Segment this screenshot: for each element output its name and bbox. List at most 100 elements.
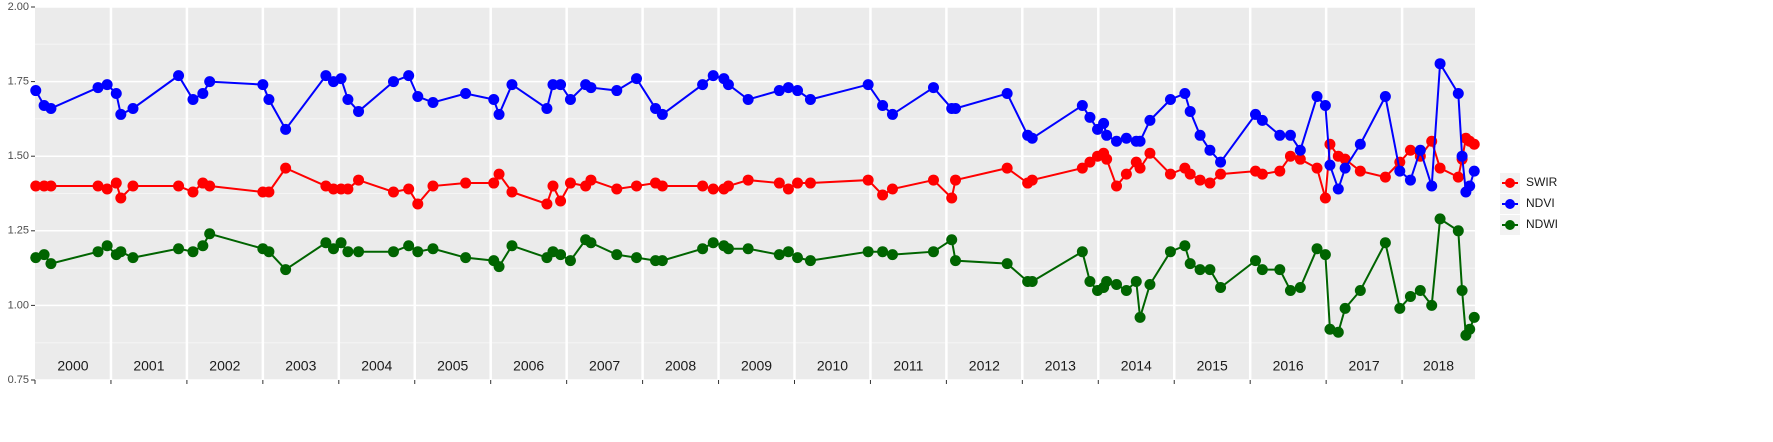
y-tick-label: 1.00 [8, 299, 29, 311]
data-point [1319, 249, 1331, 261]
data-point [1111, 135, 1123, 147]
data-point [1339, 162, 1351, 174]
data-point [804, 177, 816, 189]
data-point [1319, 99, 1331, 111]
data-point [1456, 284, 1468, 296]
data-point [927, 246, 939, 258]
data-point [427, 96, 439, 108]
data-point [1452, 171, 1464, 183]
data-point [611, 183, 623, 195]
data-point [412, 246, 424, 258]
data-point [792, 85, 804, 97]
data-point [493, 108, 505, 120]
data-point [1354, 138, 1366, 150]
data-point [45, 102, 57, 114]
data-point [877, 99, 889, 111]
year-label: 2007 [589, 358, 620, 374]
data-point [555, 79, 567, 91]
data-point [631, 180, 643, 192]
data-point [631, 252, 643, 264]
data-point [1144, 147, 1156, 159]
data-point [127, 102, 139, 114]
data-point [1354, 284, 1366, 296]
data-point [1001, 258, 1013, 270]
data-point [1274, 165, 1286, 177]
year-label: 2005 [437, 358, 468, 374]
data-point [387, 76, 399, 88]
data-point [541, 102, 553, 114]
data-point [1354, 165, 1366, 177]
data-point [127, 180, 139, 192]
data-point [1394, 165, 1406, 177]
data-point [564, 94, 576, 106]
data-point [353, 174, 365, 186]
data-point [1076, 162, 1088, 174]
data-point [263, 186, 275, 198]
data-point [1456, 150, 1468, 162]
data-point [707, 70, 719, 82]
data-point [722, 79, 734, 91]
data-point [782, 183, 794, 195]
data-point [1468, 138, 1480, 150]
data-point [204, 180, 216, 192]
year-label: 2017 [1349, 358, 1380, 374]
data-point [862, 246, 874, 258]
data-point [342, 94, 354, 106]
data-point [45, 180, 57, 192]
data-point [1404, 144, 1416, 156]
data-point [263, 246, 275, 258]
year-label: 2009 [741, 358, 772, 374]
data-point [320, 70, 332, 82]
data-point [564, 255, 576, 267]
data-point [585, 237, 597, 249]
data-point [197, 240, 209, 252]
data-point [335, 237, 347, 249]
data-point [387, 246, 399, 258]
data-point [110, 88, 122, 100]
year-label: 2003 [285, 358, 316, 374]
data-point [877, 246, 889, 258]
data-point [555, 249, 567, 261]
data-point [1130, 276, 1142, 288]
data-point [187, 246, 199, 258]
year-label: 2012 [969, 358, 1000, 374]
data-point [722, 180, 734, 192]
legend-label: SWIR [1526, 175, 1558, 189]
data-point [45, 258, 57, 270]
data-point [1120, 132, 1132, 144]
legend-label: NDVI [1526, 196, 1555, 210]
data-point [1026, 276, 1038, 288]
data-point [1215, 168, 1227, 180]
data-point [506, 240, 518, 252]
data-point [1434, 213, 1446, 225]
data-point [1394, 302, 1406, 314]
data-point [387, 186, 399, 198]
year-label: 2002 [209, 358, 240, 374]
data-point [656, 180, 668, 192]
year-label: 2018 [1423, 358, 1454, 374]
data-point [611, 249, 623, 261]
data-point [547, 180, 559, 192]
data-point [1284, 129, 1296, 141]
year-label: 2000 [57, 358, 88, 374]
y-tick-label: 0.75 [8, 374, 29, 386]
data-point [631, 73, 643, 85]
year-label: 2004 [361, 358, 392, 374]
data-point [1179, 88, 1191, 100]
data-point [92, 82, 104, 94]
data-point [927, 82, 939, 94]
data-point [1164, 94, 1176, 106]
data-point [488, 94, 500, 106]
data-point [187, 94, 199, 106]
data-point [1134, 135, 1146, 147]
data-point [353, 246, 365, 258]
data-point [886, 249, 898, 261]
data-point [782, 246, 794, 258]
data-point [1319, 192, 1331, 204]
data-point [1101, 129, 1113, 141]
y-tick-label: 1.75 [8, 76, 29, 88]
data-point [204, 76, 216, 88]
data-point [342, 246, 354, 258]
data-point [1339, 153, 1351, 165]
